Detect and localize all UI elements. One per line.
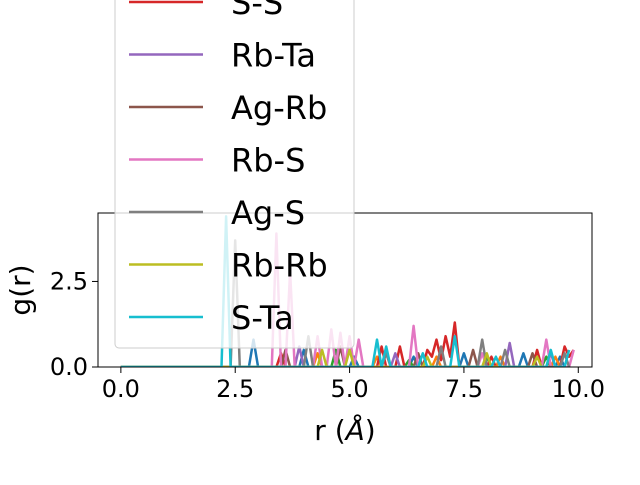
legend-box	[114, 0, 355, 349]
legend-label: S-S	[231, 0, 283, 22]
x-tick-label: 7.5	[445, 375, 483, 403]
series-line-ta-ta	[120, 348, 552, 367]
legend-label: Ag-Rb	[231, 89, 327, 127]
x-axis-ticks: 0.0 2.5 5.0 7.5 10.0	[102, 367, 605, 403]
y-axis-ticks: 0.0 2.5	[50, 267, 98, 381]
y-tick-label: 0.0	[50, 353, 88, 381]
legend-label: S-Ta	[231, 299, 294, 337]
x-tick-label: 2.5	[216, 375, 254, 403]
x-axis-label: r (Å)	[314, 413, 375, 447]
series-line-s-ta	[120, 215, 571, 367]
legend-label: Ag-S	[231, 194, 305, 232]
legend-label: Rb-S	[231, 142, 305, 180]
y-axis-label: g(r)	[4, 264, 37, 315]
x-tick-label: 5.0	[330, 375, 368, 403]
legend-label: Rb-Ta	[231, 37, 316, 75]
x-tick-label: 0.0	[102, 375, 140, 403]
x-tick-label: 10.0	[552, 375, 605, 403]
legend-label: Rb-Rb	[231, 247, 328, 285]
legend: S-S Rb-Ta Ag-Rb Rb-S Ag-S Rb-Rb S-Ta	[114, 0, 355, 349]
series-line-ag-s	[120, 239, 571, 367]
y-tick-label: 2.5	[50, 267, 88, 295]
series-line-ag-rb	[120, 345, 539, 367]
